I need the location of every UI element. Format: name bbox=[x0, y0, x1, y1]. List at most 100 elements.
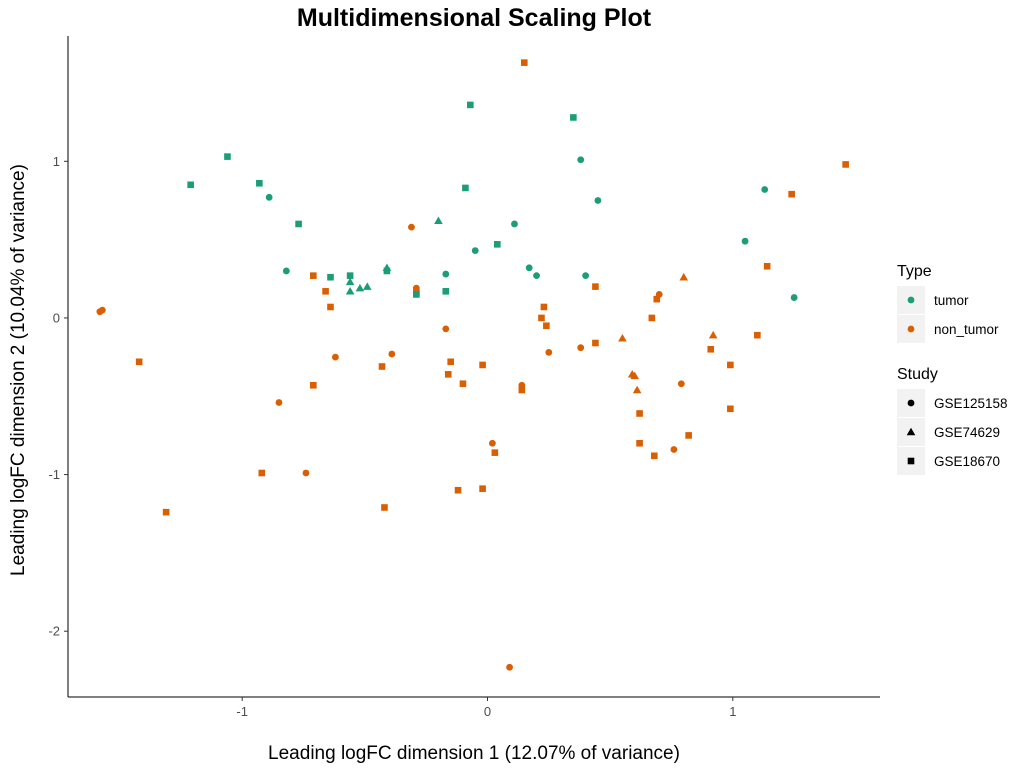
data-point bbox=[577, 344, 585, 352]
chart-title: Multidimensional Scaling Plot bbox=[297, 4, 652, 32]
data-point bbox=[594, 197, 602, 204]
data-point bbox=[471, 247, 479, 254]
data-point bbox=[540, 303, 548, 311]
data-point bbox=[670, 446, 678, 453]
data-point bbox=[648, 314, 656, 322]
data-point bbox=[434, 216, 443, 225]
data-point bbox=[459, 380, 467, 388]
data-point bbox=[761, 186, 769, 193]
data-point bbox=[381, 504, 388, 511]
data-point bbox=[577, 156, 585, 164]
data-point bbox=[741, 237, 749, 245]
data-point bbox=[383, 267, 391, 275]
data-point bbox=[651, 452, 658, 460]
x-tick-label: 0 bbox=[484, 704, 491, 719]
data-point bbox=[295, 220, 302, 228]
data-point bbox=[494, 241, 501, 248]
x-tick-label: -1 bbox=[236, 704, 248, 719]
x-ticks: -1 0 1 bbox=[236, 697, 736, 719]
data-point bbox=[592, 339, 599, 347]
data-point bbox=[538, 314, 545, 322]
data-point bbox=[790, 294, 798, 301]
data-point bbox=[842, 161, 849, 168]
data-point bbox=[265, 193, 273, 201]
data-point bbox=[543, 322, 550, 330]
data-point bbox=[754, 331, 761, 339]
data-point bbox=[653, 295, 661, 303]
legend-marker bbox=[907, 399, 915, 407]
legend-label: GSE125158 bbox=[934, 396, 1008, 411]
data-point bbox=[677, 380, 685, 388]
data-point bbox=[447, 358, 454, 366]
y-tick-label: -1 bbox=[48, 467, 60, 482]
data-point bbox=[98, 306, 106, 314]
y-axis-label: Leading logFC dimension 2 (10.04% of var… bbox=[8, 164, 29, 576]
data-point bbox=[310, 381, 317, 389]
legend-marker bbox=[907, 296, 915, 304]
legend-title: Study bbox=[897, 366, 938, 383]
y-tick-label: 0 bbox=[53, 310, 60, 325]
data-point bbox=[632, 385, 642, 394]
data-point bbox=[545, 349, 553, 356]
data-point bbox=[388, 350, 396, 358]
data-point bbox=[442, 288, 450, 295]
legend-marker bbox=[906, 427, 916, 436]
data-point bbox=[302, 469, 310, 477]
data-point bbox=[327, 273, 334, 281]
data-point bbox=[258, 469, 266, 477]
legend-label: GSE74629 bbox=[934, 425, 1000, 440]
data-point bbox=[511, 220, 518, 228]
data-point bbox=[630, 371, 639, 380]
legend-label: tumor bbox=[934, 293, 969, 308]
data-point bbox=[322, 288, 329, 295]
data-point bbox=[224, 153, 231, 160]
data-point bbox=[462, 184, 469, 192]
data-point bbox=[707, 345, 715, 353]
data-point bbox=[479, 485, 486, 492]
x-tick-label: 1 bbox=[729, 704, 736, 719]
data-point bbox=[727, 361, 734, 369]
data-point bbox=[506, 663, 513, 671]
data-point bbox=[518, 386, 526, 394]
data-point bbox=[413, 291, 420, 298]
data-point bbox=[467, 101, 474, 109]
data-point bbox=[636, 439, 643, 447]
legend-marker bbox=[907, 457, 915, 465]
data-point bbox=[162, 508, 170, 516]
data-point bbox=[444, 371, 452, 378]
data-point bbox=[345, 287, 355, 295]
data-point bbox=[346, 272, 354, 279]
data-point bbox=[310, 272, 317, 279]
data-point bbox=[256, 179, 263, 187]
data-point bbox=[570, 114, 577, 121]
data-point bbox=[582, 272, 590, 280]
data-point bbox=[520, 59, 528, 66]
data-point bbox=[135, 358, 143, 366]
data-point bbox=[636, 410, 643, 417]
data-point bbox=[618, 334, 627, 342]
data-point bbox=[525, 264, 533, 272]
data-point bbox=[331, 353, 339, 361]
legend-label: non_tumor bbox=[934, 322, 999, 337]
data-point bbox=[488, 439, 496, 447]
data-point bbox=[788, 190, 795, 198]
legend-marker bbox=[907, 325, 915, 333]
data-point bbox=[412, 284, 420, 292]
data-point bbox=[378, 363, 386, 370]
data-point bbox=[454, 486, 462, 494]
data-point bbox=[275, 399, 283, 406]
data-point bbox=[679, 272, 689, 281]
legend-label: GSE18670 bbox=[934, 454, 1000, 469]
y-tick-label: -2 bbox=[48, 624, 60, 639]
data-point bbox=[362, 282, 372, 290]
data-point bbox=[727, 405, 734, 413]
y-tick-label: 1 bbox=[53, 154, 60, 169]
data-point bbox=[655, 291, 663, 298]
y-ticks: -2 -1 0 1 bbox=[48, 154, 68, 639]
data-point bbox=[592, 283, 599, 290]
data-point bbox=[355, 283, 365, 292]
data-point bbox=[442, 325, 450, 333]
data-point bbox=[763, 262, 771, 270]
